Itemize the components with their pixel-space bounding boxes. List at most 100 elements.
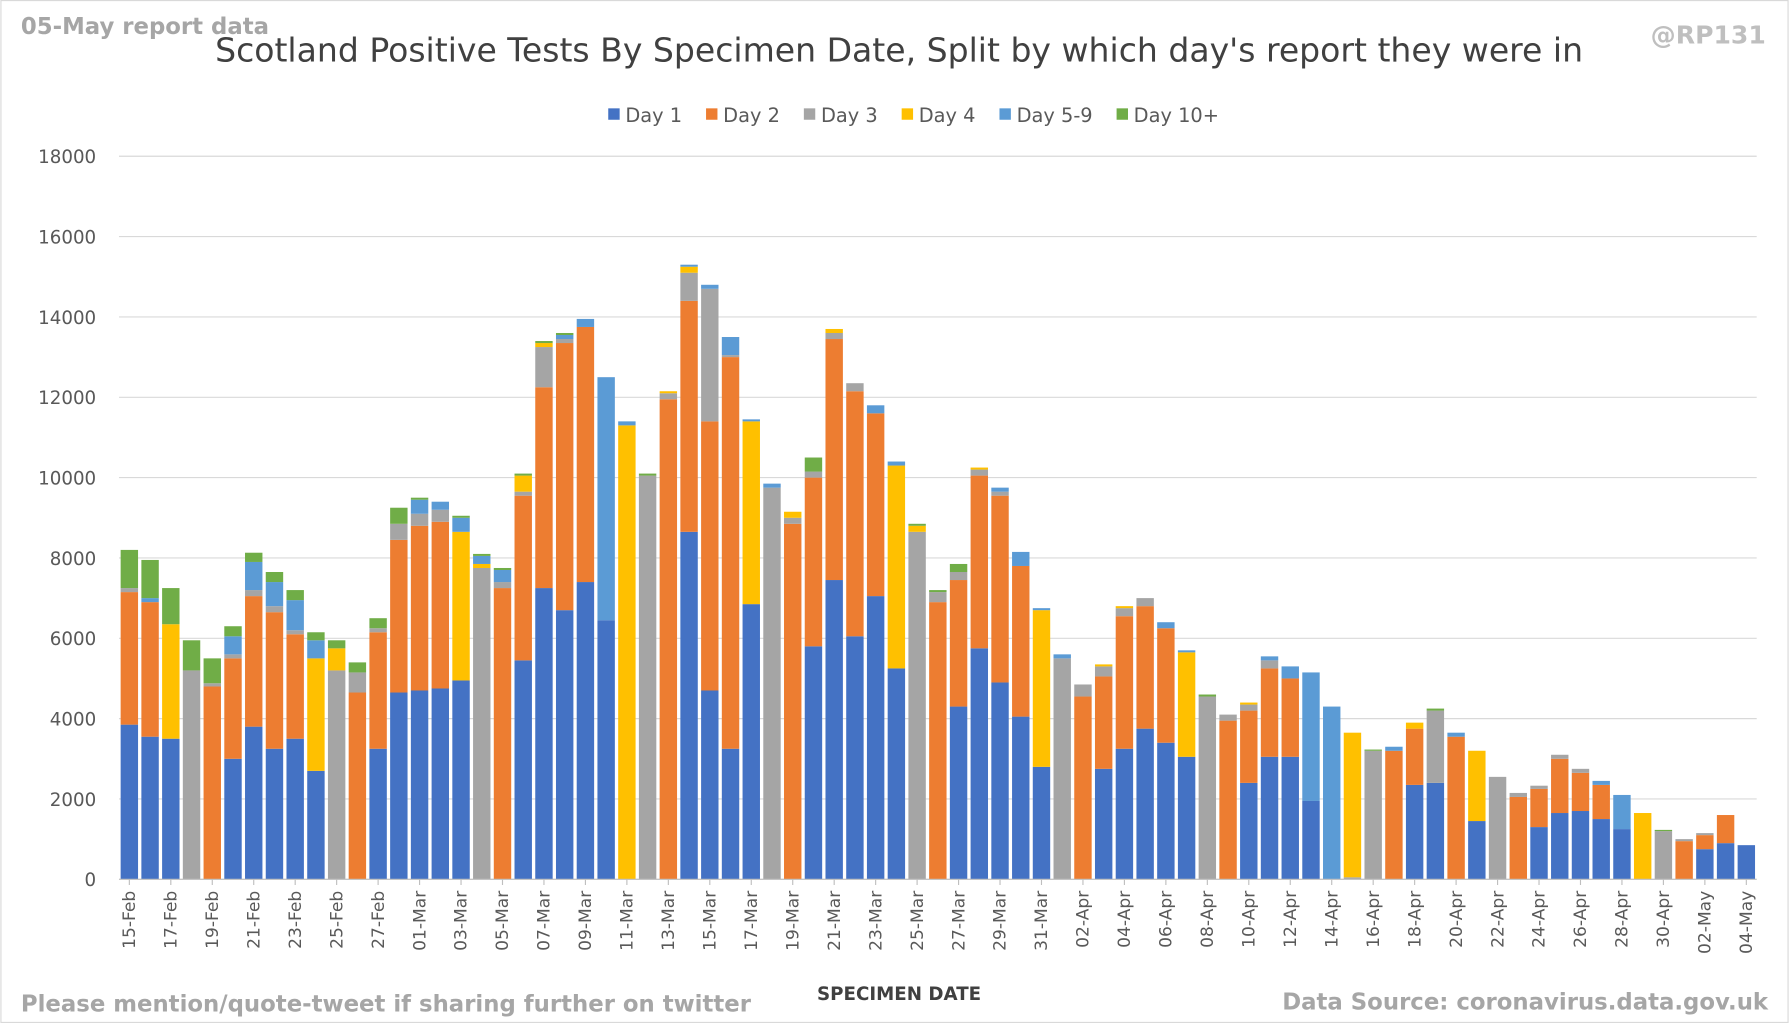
x-tick-label: 26-Apr [1571,890,1591,948]
bar-segment [784,511,802,518]
bar-segment [970,467,989,470]
bar-segment [949,706,968,880]
bar-segment [1094,664,1113,667]
bar-segment [1136,728,1154,880]
bar-segment [410,499,429,514]
bar-segment [825,332,843,340]
x-tick-label: 19-Feb [203,891,223,949]
bar-segment [141,559,159,599]
bar-segment [721,337,740,356]
bar-segment [120,592,139,725]
bar-segment [162,588,180,625]
handle: @RP131 [1651,20,1766,49]
bar-segment [307,658,325,771]
bar-segment [203,683,221,687]
bar-segment [701,288,719,422]
bar-segment [1468,821,1486,880]
bar-segment [431,688,450,880]
x-tick-label: 04-Apr [1115,890,1135,948]
legend-label: Day 2 [723,104,780,127]
bar-segment [1613,794,1631,830]
bar-segment [1260,668,1279,757]
bar-segment [949,580,968,707]
bar-segment [182,640,201,671]
legend-swatch [706,108,718,120]
x-tick-label: 02-Apr [1074,890,1094,948]
bar-segment [576,326,595,583]
bar-segment [1509,792,1527,797]
bar-segment [1716,843,1735,880]
x-tick-label: 23-Mar [866,890,886,951]
bar-segment [1592,819,1610,880]
bar-segment [535,341,553,344]
y-tick-label: 18000 [38,147,96,168]
bar-segment [1240,710,1258,783]
bar-segment [452,517,470,532]
bar-segment [1260,656,1279,661]
legend-label: Day 4 [919,104,976,127]
y-tick-label: 10000 [38,468,96,489]
bar-segment [680,272,698,301]
legend-label: Day 10+ [1134,104,1219,127]
bar-segment [1177,756,1196,880]
bar-segment [970,469,989,476]
bar-segment [1012,716,1030,880]
legend-label: Day 3 [821,104,878,127]
bar-segment [473,567,491,880]
bar-segment [535,588,553,880]
bar-segment [1198,694,1217,697]
legend-swatch [803,108,816,120]
x-tick-label: 05-Mar [493,890,513,951]
bar-segment [597,620,615,880]
bar-segment [1260,756,1279,880]
bar-segment [1177,650,1196,653]
bar-segment [784,523,802,880]
bar-segment [452,531,470,681]
bar-segment [742,421,760,605]
bar-segment [1302,672,1320,801]
bar-segment [1530,785,1548,789]
bar-segment [1592,784,1610,820]
bar-segment [1551,758,1569,814]
bar-segment [514,491,532,496]
footer-note: Please mention/quote-tweet if sharing fu… [21,992,752,1018]
bar-segment [286,600,304,631]
bar-segment [618,421,636,426]
bar-segment [1012,565,1030,717]
bar-segment [1737,845,1756,880]
bar-segment [659,393,678,400]
bar-segment [1094,676,1113,769]
bar-segment [555,332,574,335]
bar-segment [638,473,657,476]
x-tick-label: 19-Mar [783,890,803,951]
bar-segment [1405,728,1424,785]
bar-segment [162,624,180,739]
report-note: 05-May report data [21,14,269,40]
bar-segment [327,648,346,671]
bar-segment [1302,800,1320,880]
bar-segment [1240,782,1258,880]
data-source: Data Source: coronavirus.data.gov.uk [1282,989,1769,1015]
bar-segment [763,487,781,880]
bar-segment [327,670,346,880]
bar-segment [245,726,263,880]
bar-segment [203,658,221,684]
bar-segment [1094,666,1113,677]
x-tick-label: 08-Apr [1198,890,1218,948]
bar-segment [721,357,740,749]
bar-segment [535,347,553,388]
bar-segment [825,339,843,581]
bar-segment [265,748,284,880]
bar-segment [804,457,823,472]
bar-segment [887,461,906,466]
x-tick-label: 04-May [1737,891,1757,954]
bar-segment [452,680,470,880]
bar-segment [701,690,719,880]
bar-segment [535,387,553,589]
bar-segment [1281,666,1299,679]
bar-segment [846,383,864,392]
bar-segment [929,590,947,593]
bar-segment [1571,811,1590,880]
bar-segment [970,648,989,880]
bar-segment [1468,750,1486,822]
